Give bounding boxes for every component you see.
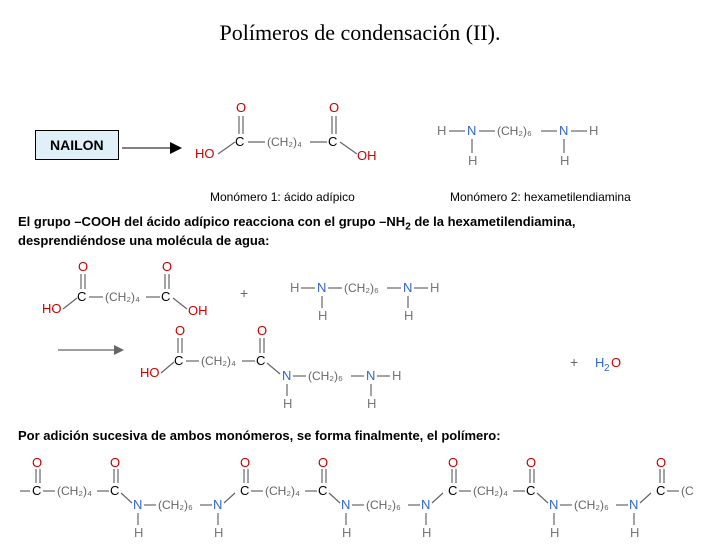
svg-text:(CH₂)₄: (CH₂)₄ bbox=[105, 290, 140, 304]
mol-reaction-product: HO C O (CH₂)₄ C O N H (CH₂)₆ N H H + H 2… bbox=[140, 322, 700, 412]
svg-text:(CH₂)₆: (CH₂)₆ bbox=[308, 369, 343, 383]
svg-text:H: H bbox=[589, 123, 598, 138]
svg-text:H: H bbox=[437, 123, 446, 138]
svg-text:O: O bbox=[611, 355, 621, 370]
svg-text:(CH₂)₆: (CH₂)₆ bbox=[574, 498, 609, 512]
svg-text:HO: HO bbox=[195, 146, 215, 161]
svg-text:O: O bbox=[257, 323, 267, 338]
svg-text:(CH₂)₆: (CH₂)₆ bbox=[158, 498, 193, 512]
svg-text:OH: OH bbox=[357, 148, 377, 163]
mol-hexamethylenediamine: H N H (CH₂)₆ N H H bbox=[435, 115, 695, 170]
svg-text:N: N bbox=[467, 123, 476, 138]
svg-text:H: H bbox=[283, 396, 292, 411]
svg-text:N: N bbox=[213, 497, 222, 512]
svg-text:C: C bbox=[240, 483, 249, 498]
arrow-icon bbox=[122, 138, 182, 158]
reaction-text-line2: desprendiéndose una molécula de agua: bbox=[18, 233, 269, 248]
svg-text:(CH₂)₄: (CH₂)₄ bbox=[57, 484, 92, 498]
svg-text:H: H bbox=[290, 280, 299, 295]
svg-text:H: H bbox=[468, 153, 477, 168]
svg-text:H: H bbox=[595, 355, 604, 370]
svg-text:O: O bbox=[236, 100, 246, 115]
svg-text:O: O bbox=[318, 455, 328, 470]
svg-text:C: C bbox=[526, 483, 535, 498]
svg-text:O: O bbox=[656, 455, 666, 470]
svg-text:OH: OH bbox=[188, 303, 208, 318]
mol-polymer-chain: C O (CH₂)₄ C O N H (CH₂)₆ N H C O (CH₂)₄… bbox=[20, 455, 720, 550]
svg-text:O: O bbox=[526, 455, 536, 470]
svg-text:H: H bbox=[404, 308, 413, 323]
svg-text:N: N bbox=[133, 497, 142, 512]
svg-text:O: O bbox=[110, 455, 120, 470]
svg-text:H: H bbox=[134, 525, 143, 540]
svg-text:N: N bbox=[549, 497, 558, 512]
svg-text:H: H bbox=[367, 396, 376, 411]
svg-text:O: O bbox=[175, 323, 185, 338]
svg-text:H: H bbox=[560, 153, 569, 168]
svg-text:+: + bbox=[570, 354, 578, 370]
svg-text:C: C bbox=[32, 483, 41, 498]
svg-text:(CH₂)₄: (CH₂)₄ bbox=[201, 354, 236, 368]
svg-text:C: C bbox=[256, 353, 265, 368]
reaction-text-line1a: El grupo –COOH del ácido adípico reaccio… bbox=[18, 214, 405, 229]
svg-text:N: N bbox=[421, 497, 430, 512]
svg-text:(C: (C bbox=[681, 484, 694, 498]
svg-text:(CH₂)₄: (CH₂)₄ bbox=[265, 484, 300, 498]
caption-monomer-2: Monómero 2: hexametilendiamina bbox=[450, 190, 631, 204]
svg-text:H: H bbox=[550, 525, 559, 540]
svg-text:C: C bbox=[328, 134, 337, 149]
svg-text:C: C bbox=[110, 483, 119, 498]
svg-text:N: N bbox=[366, 368, 375, 383]
svg-text:H: H bbox=[342, 525, 351, 540]
svg-text:N: N bbox=[317, 280, 326, 295]
svg-text:O: O bbox=[240, 455, 250, 470]
svg-text:N: N bbox=[559, 123, 568, 138]
svg-text:N: N bbox=[403, 280, 412, 295]
svg-text:(CH₂)₄: (CH₂)₄ bbox=[267, 135, 302, 149]
svg-text:O: O bbox=[32, 455, 42, 470]
svg-text:H: H bbox=[430, 280, 439, 295]
svg-text:C: C bbox=[174, 353, 183, 368]
svg-text:C: C bbox=[656, 483, 665, 498]
svg-text:H: H bbox=[422, 525, 431, 540]
mol-adipic-acid: HO C O (CH₂)₄ C O OH bbox=[190, 98, 380, 178]
svg-text:H: H bbox=[318, 308, 327, 323]
svg-text:C: C bbox=[77, 289, 86, 304]
svg-text:C: C bbox=[235, 134, 244, 149]
svg-text:C: C bbox=[161, 289, 170, 304]
svg-text:HO: HO bbox=[42, 301, 62, 316]
svg-text:O: O bbox=[162, 259, 172, 274]
svg-text:C: C bbox=[448, 483, 457, 498]
svg-text:+: + bbox=[240, 285, 248, 301]
svg-text:HO: HO bbox=[140, 365, 160, 380]
polymer-text: Por adición sucesiva de ambos monómeros,… bbox=[18, 428, 501, 443]
reaction-text-line1b: de la hexametilendiamina, bbox=[411, 214, 576, 229]
svg-text:O: O bbox=[78, 259, 88, 274]
svg-text:N: N bbox=[282, 368, 291, 383]
svg-text:C: C bbox=[318, 483, 327, 498]
svg-text:O: O bbox=[329, 100, 339, 115]
svg-text:(CH₂)₆: (CH₂)₆ bbox=[344, 281, 379, 295]
svg-text:O: O bbox=[448, 455, 458, 470]
caption-monomer-1: Monómero 1: ácido adípico bbox=[210, 190, 355, 204]
svg-text:H: H bbox=[214, 525, 223, 540]
svg-text:H: H bbox=[392, 368, 401, 383]
svg-text:2: 2 bbox=[604, 363, 610, 374]
mol-reaction-reactants: HO C O (CH₂)₄ C O OH + H N H (CH₂)₆ N H … bbox=[40, 258, 680, 328]
reaction-text: El grupo –COOH del ácido adípico reaccio… bbox=[18, 214, 702, 248]
svg-text:N: N bbox=[341, 497, 350, 512]
page-title: Polímeros de condensación (II). bbox=[120, 20, 600, 46]
svg-text:(CH₂)₄: (CH₂)₄ bbox=[473, 484, 508, 498]
svg-text:(CH₂)₆: (CH₂)₆ bbox=[497, 124, 532, 138]
svg-text:H: H bbox=[630, 525, 639, 540]
svg-text:(CH₂)₆: (CH₂)₆ bbox=[366, 498, 401, 512]
reaction-arrow-icon bbox=[58, 340, 128, 360]
svg-text:N: N bbox=[629, 497, 638, 512]
nailon-badge: NAILON bbox=[35, 130, 119, 160]
